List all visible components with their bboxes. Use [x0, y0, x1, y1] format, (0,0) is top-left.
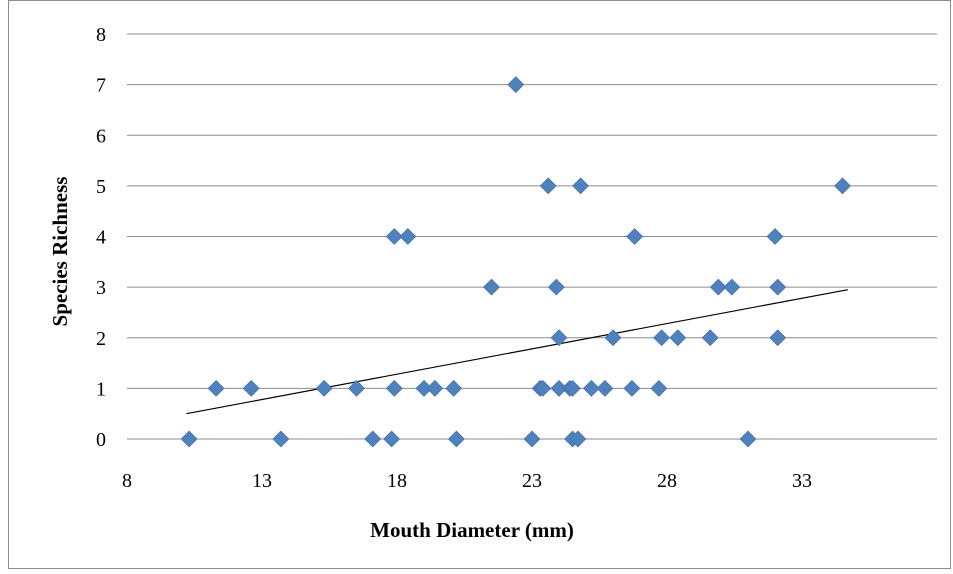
data-point	[385, 228, 403, 245]
data-point	[669, 329, 687, 347]
data-point	[445, 379, 463, 397]
x-tick-labels: 8 13 18 23 28 33	[122, 470, 812, 492]
x-tick-label: 23	[522, 470, 542, 492]
x-tick-label: 28	[657, 470, 677, 492]
y-tick-label: 0	[96, 429, 106, 451]
data-point	[348, 379, 365, 397]
data-point	[547, 278, 565, 296]
data-point	[242, 379, 260, 397]
y-axis-title: Species Richness	[48, 177, 72, 327]
data-point	[723, 278, 741, 296]
data-point	[180, 430, 198, 448]
y-tick-label: 2	[96, 328, 106, 350]
y-tick-label: 1	[96, 378, 106, 400]
data-point	[604, 329, 622, 347]
data-point	[766, 228, 784, 245]
x-tick-label: 18	[387, 470, 407, 492]
data-point	[834, 177, 851, 195]
data-point	[701, 329, 719, 347]
data-point	[709, 278, 727, 296]
data-point	[550, 329, 568, 347]
x-tick-label: 13	[252, 470, 272, 492]
x-tick-label: 8	[122, 470, 132, 492]
x-axis-title: Mouth Diameter (mm)	[370, 518, 574, 542]
data-point	[739, 430, 757, 448]
y-tick-label: 8	[96, 24, 106, 46]
data-point	[272, 430, 290, 448]
data-point	[596, 379, 614, 397]
data-point	[523, 430, 541, 448]
data-point	[539, 177, 557, 195]
data-point	[483, 278, 500, 296]
data-point	[207, 379, 225, 397]
data-point	[315, 379, 333, 397]
y-tick-label: 4	[96, 227, 106, 249]
y-tick-labels: 0 1 2 3 4 5 6 7 8	[96, 24, 106, 451]
y-tick-label: 7	[96, 75, 106, 97]
data-point	[653, 329, 671, 347]
data-point	[623, 379, 641, 397]
data-point	[364, 430, 382, 448]
data-point	[650, 379, 668, 397]
data-point	[626, 228, 644, 245]
gridlines	[127, 33, 937, 389]
data-point	[572, 177, 590, 195]
data-point	[769, 329, 787, 347]
y-tick-label: 6	[96, 125, 106, 147]
x-tick-label: 33	[792, 470, 812, 492]
data-point	[769, 278, 787, 296]
data-point	[569, 430, 587, 448]
y-tick-label: 3	[96, 277, 106, 299]
data-point	[447, 430, 465, 448]
data-point	[582, 379, 600, 397]
data-point	[399, 228, 417, 245]
data-point	[534, 379, 552, 397]
data-point	[507, 76, 525, 94]
data-point	[383, 430, 401, 448]
y-tick-label: 5	[96, 176, 106, 198]
data-point	[564, 379, 581, 397]
data-point	[426, 379, 444, 397]
data-point	[385, 379, 403, 397]
data-points	[180, 76, 851, 448]
trendline	[186, 289, 849, 415]
